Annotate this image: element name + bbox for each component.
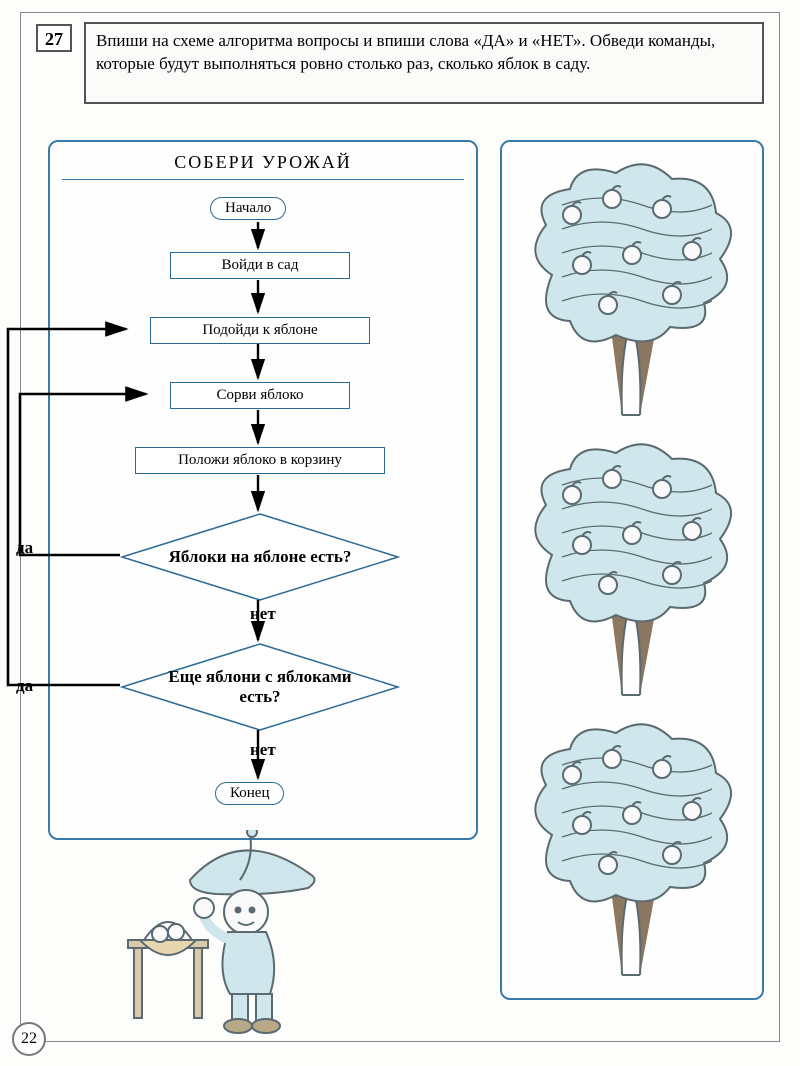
page-number: 22	[12, 1022, 46, 1056]
label-no2: нет	[250, 740, 276, 760]
label-yes1: да	[16, 538, 33, 558]
flowchart-panel: СОБЕРИ УРОЖАЙ Начало Войди в сад Подойди…	[48, 140, 478, 840]
decision1-label: Яблоки на яблоне есть?	[120, 512, 400, 602]
gnome-illustration	[120, 830, 340, 1040]
decision2-label: Еще яблони с яблоками есть?	[120, 642, 400, 732]
node-decision1: Яблоки на яблоне есть?	[120, 512, 400, 602]
label-no1: нет	[250, 604, 276, 624]
node-step2: Подойди к яблоне	[150, 317, 370, 344]
node-decision2: Еще яблони с яблоками есть?	[120, 642, 400, 732]
apple-tree-1	[512, 155, 752, 425]
apple-tree-2	[512, 435, 752, 705]
task-number: 27	[36, 24, 72, 52]
flowchart-title: СОБЕРИ УРОЖАЙ	[62, 142, 464, 180]
node-start: Начало	[210, 197, 286, 220]
node-step1: Войди в сад	[170, 252, 350, 279]
node-step3: Сорви яблоко	[170, 382, 350, 409]
trees-panel	[500, 140, 764, 1000]
label-yes2: да	[16, 676, 33, 696]
apple-tree-3	[512, 715, 752, 985]
node-step4: Положи яблоко в корзину	[135, 447, 385, 474]
node-end: Конец	[215, 782, 284, 805]
task-text: Впиши на схеме алгоритма вопросы и впиши…	[84, 22, 764, 104]
